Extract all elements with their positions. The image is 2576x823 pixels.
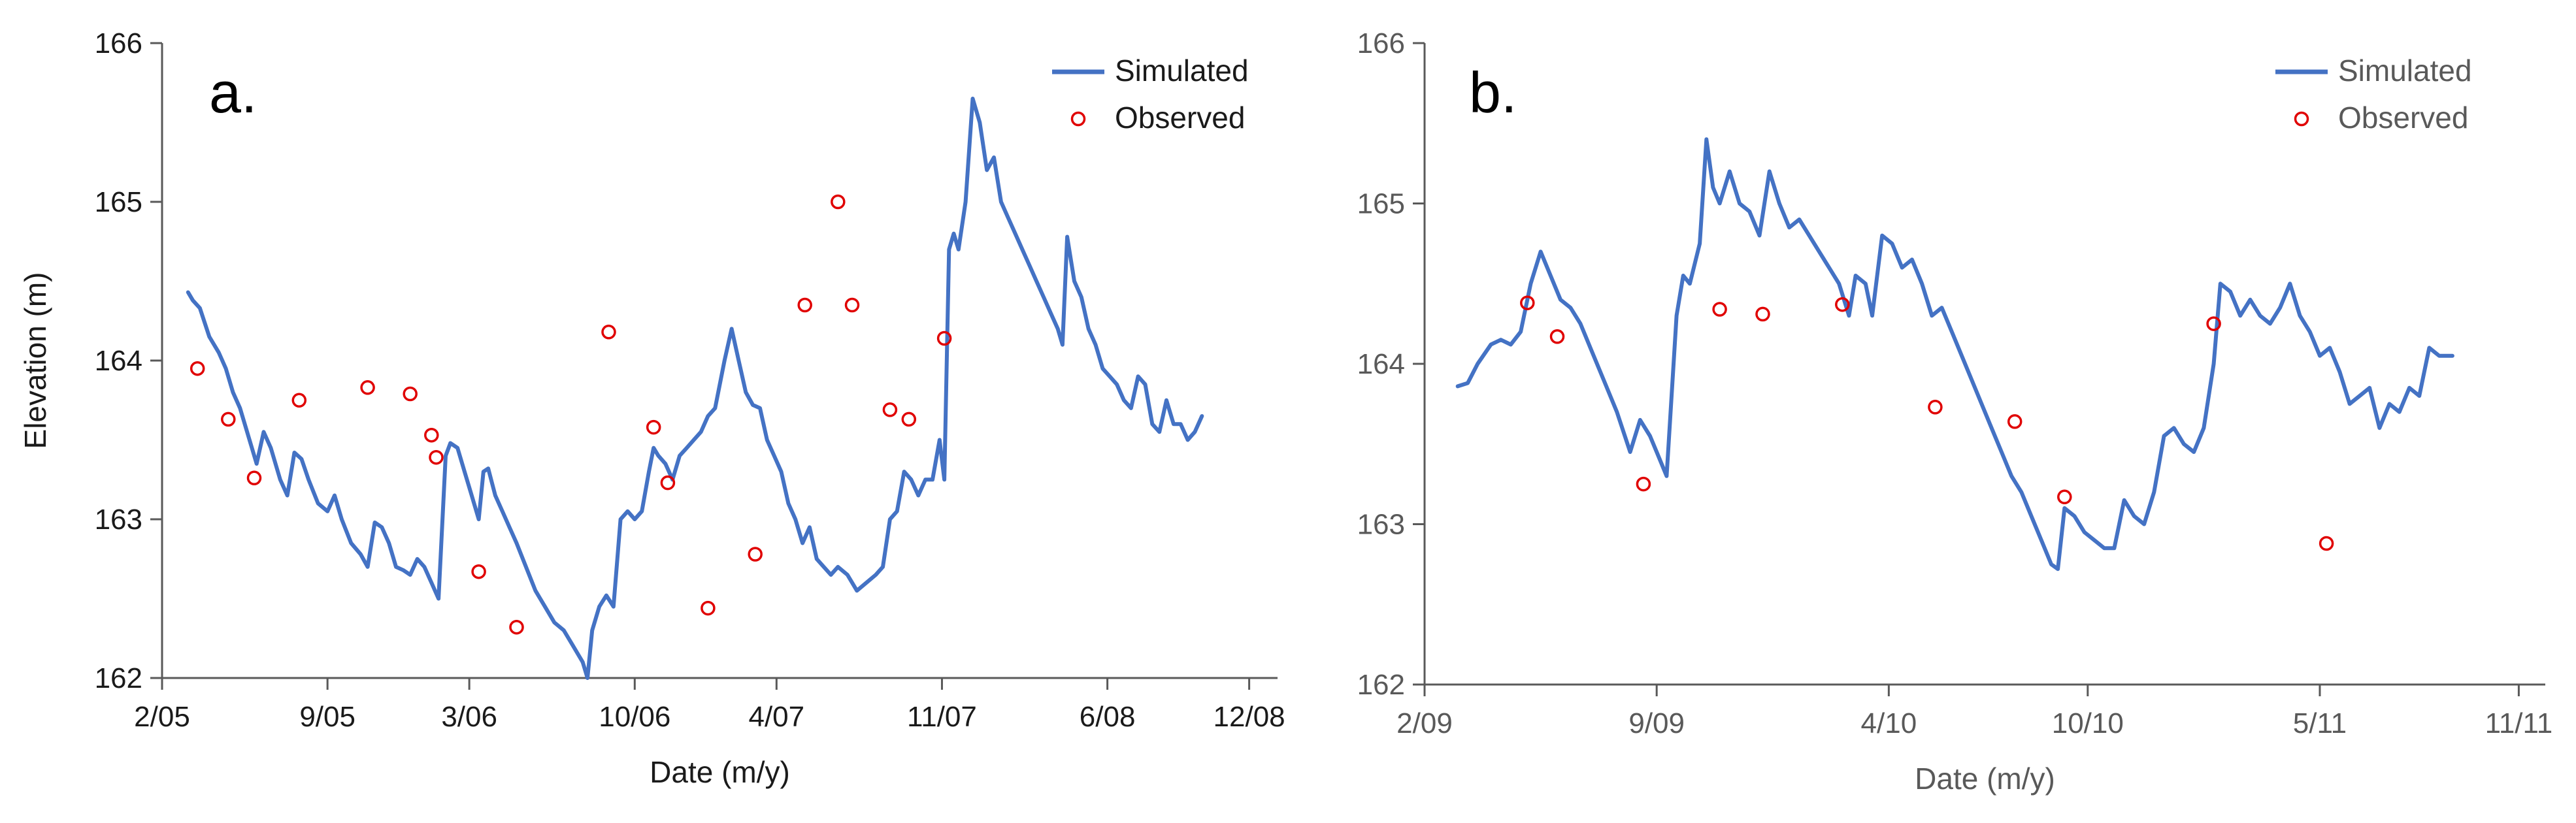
x-tick-label: 2/05 — [134, 701, 190, 733]
x-tick-label: 11/07 — [907, 701, 977, 733]
observed-point — [246, 470, 262, 486]
y-tick-label: 165 — [1357, 188, 1405, 220]
x-tick-label: 4/07 — [748, 701, 804, 733]
observed-point — [2057, 489, 2072, 505]
y-tick-label: 164 — [1357, 348, 1405, 380]
y-tick-label: 163 — [95, 504, 142, 536]
x-tick-label: 3/06 — [441, 701, 497, 733]
x-tick-label: 12/08 — [1214, 701, 1285, 733]
observed-point — [471, 564, 486, 579]
observed-point — [797, 297, 812, 313]
observed-point — [831, 194, 846, 210]
y-tick-label: 164 — [95, 345, 142, 377]
panel-label: a. — [209, 60, 257, 125]
observed-point — [701, 600, 716, 616]
x-tick-label: 10/10 — [2052, 707, 2124, 739]
observed-point — [1928, 400, 1943, 415]
observed-point — [509, 619, 524, 635]
x-axis-title: Date (m/y) — [1915, 762, 2055, 796]
observed-point — [291, 393, 307, 408]
observed-point — [2007, 414, 2023, 429]
x-tick-label: 10/06 — [599, 701, 670, 733]
observed-point — [2206, 316, 2221, 331]
x-tick-label: 11/11 — [2485, 707, 2553, 739]
observed-point — [601, 325, 616, 340]
x-tick-label: 6/08 — [1080, 701, 1136, 733]
observed-point — [882, 402, 898, 417]
y-tick-label: 166 — [1357, 27, 1405, 59]
observed-point — [1549, 329, 1565, 344]
observed-point — [844, 297, 860, 313]
x-tick-label: 9/09 — [1628, 707, 1685, 739]
legend-observed-swatch — [1070, 111, 1086, 127]
y-axis-title: Elevation (m) — [18, 272, 52, 449]
observed-point — [2319, 536, 2334, 551]
legend-simulated-label: Simulated — [2338, 54, 2472, 88]
y-tick-label: 162 — [95, 662, 142, 694]
simulated-series-line — [1455, 137, 2454, 572]
x-axis-title: Date (m/y) — [650, 755, 790, 789]
observed-point — [646, 419, 661, 435]
observed-point — [1636, 476, 1651, 492]
observed-point — [901, 412, 917, 427]
y-tick-label: 163 — [1357, 509, 1405, 541]
x-tick-label: 4/10 — [1861, 707, 1917, 739]
observed-point — [190, 361, 205, 376]
y-tick-label: 165 — [95, 186, 142, 218]
legend-simulated-label: Simulated — [1115, 54, 1249, 88]
observed-point — [221, 412, 236, 427]
observed-point — [1835, 297, 1850, 312]
observed-point — [360, 380, 375, 395]
x-tick-label: 2/09 — [1396, 707, 1453, 739]
legend-observed-swatch — [2294, 111, 2309, 127]
observed-point — [936, 331, 952, 346]
observed-point — [1755, 306, 1770, 322]
chart-panel-a: 162 163 164 165 166 2/05 9/05 3/06 10/06 4/07 11/0… — [18, 27, 1285, 789]
y-tick-label: 166 — [95, 27, 142, 59]
observed-point — [1520, 295, 1535, 310]
legend-observed-label: Observed — [1115, 101, 1245, 135]
observed-point — [748, 547, 763, 562]
observed-point — [660, 475, 676, 491]
chart-panel-b: 162 163 164 165 166 2/09 9/09 4/10 10/10 5/11 11/1… — [1357, 27, 2553, 796]
observed-point — [403, 386, 418, 402]
panel-label: b. — [1469, 60, 1517, 125]
observed-point — [429, 449, 444, 465]
y-tick-label: 162 — [1357, 669, 1405, 701]
x-tick-label: 9/05 — [299, 701, 355, 733]
observed-point — [1712, 302, 1727, 317]
legend-observed-label: Observed — [2338, 101, 2468, 135]
simulated-series-line — [186, 97, 1204, 680]
x-tick-label: 5/11 — [2293, 707, 2347, 739]
observed-point — [424, 427, 439, 443]
